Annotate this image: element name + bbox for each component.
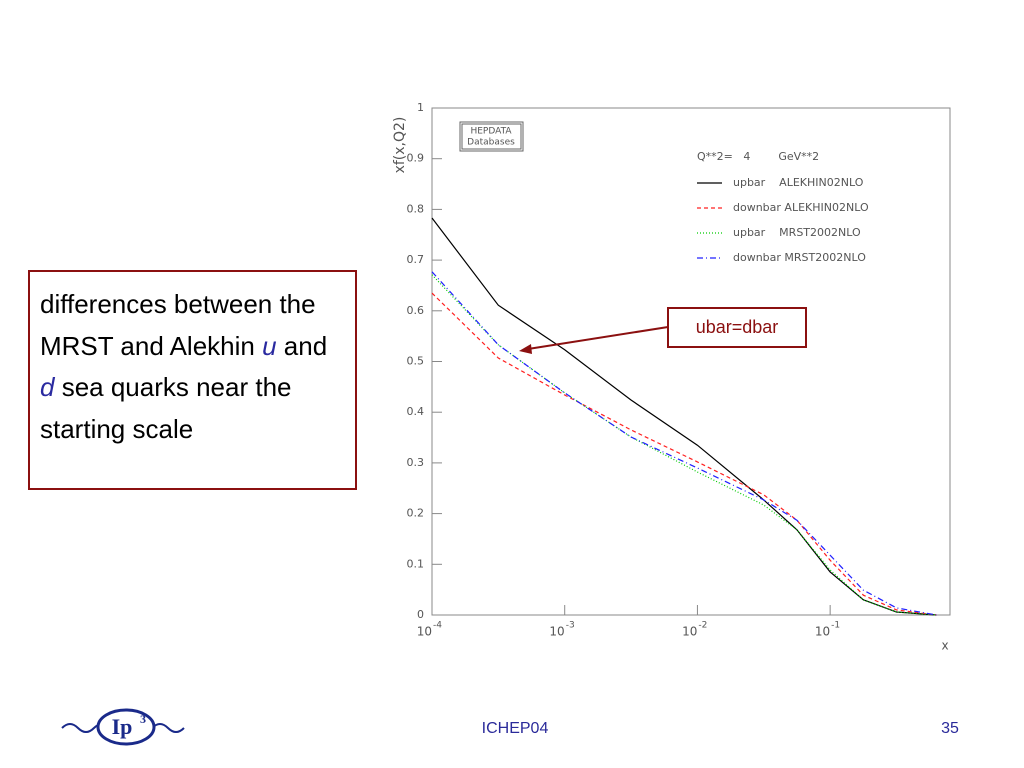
series-line: [431, 292, 937, 616]
y-tick-label: 0.2: [407, 507, 425, 520]
text: and: [276, 330, 328, 361]
footer-center: ICHEP04: [482, 720, 549, 737]
y-tick-label: 0.6: [407, 304, 425, 317]
x-tick-label: 10: [549, 625, 564, 639]
logo: Ip 3: [61, 708, 185, 746]
legend-title: Q**2= 4 GeV**2: [697, 150, 819, 163]
text-box: differences between the MRST and Alekhin…: [28, 270, 357, 490]
legend-label: upbar ALEKHIN02NLO: [733, 176, 864, 189]
logo-ring: [96, 708, 156, 746]
callout-box: [667, 307, 807, 348]
callout-arrow: [527, 326, 669, 350]
text-italic: u: [262, 330, 277, 361]
y-tick-label: 0.4: [407, 405, 425, 418]
y-tick-label: 1: [417, 101, 424, 114]
series-line: [431, 271, 937, 616]
logo-wave: [151, 723, 185, 733]
y-tick-label: 0.8: [407, 202, 425, 215]
x-tick-exponent: -3: [566, 621, 575, 631]
y-axis-label: xf(x,Q2): [392, 117, 408, 174]
x-tick-exponent: -1: [831, 621, 840, 631]
x-tick-exponent: -4: [433, 621, 442, 631]
series-line: [431, 217, 937, 616]
x-tick-label: 10: [815, 625, 830, 639]
x-tick-exponent: -2: [698, 621, 707, 631]
callout: ubar=dbar: [696, 317, 779, 337]
x-tick-label: 10: [417, 625, 432, 639]
y-tick-label: 0.1: [407, 557, 425, 570]
y-tick-label: 0.5: [407, 355, 425, 368]
y-tick-label: 0.9: [407, 152, 425, 165]
x-axis-label: x: [941, 639, 948, 653]
legend-label: downbar MRST2002NLO: [733, 251, 866, 264]
logo-text: Ip: [112, 714, 133, 739]
stamp-box-inner: [461, 123, 522, 150]
x-tick-label: 10: [682, 625, 697, 639]
plot-frame: [431, 107, 951, 616]
y-tick-label: 0: [417, 608, 424, 621]
text: differences between the MRST and Alekhin: [40, 289, 316, 361]
arrow-head: [519, 344, 532, 354]
legend-label: downbar ALEKHIN02NLO: [733, 201, 869, 214]
y-tick-label: 0.7: [407, 253, 425, 266]
logo-sup: 3: [140, 712, 146, 726]
page-number: 35: [941, 720, 959, 737]
y-tick-label: 0.3: [407, 456, 425, 469]
stamp: HEPDATA: [470, 127, 512, 137]
text: sea quarks near the starting scale: [40, 372, 292, 444]
legend-label: upbar MRST2002NLO: [733, 226, 861, 239]
text-italic: d: [40, 372, 55, 403]
stamp-box: [459, 121, 524, 152]
stamp: Databases: [467, 138, 515, 148]
